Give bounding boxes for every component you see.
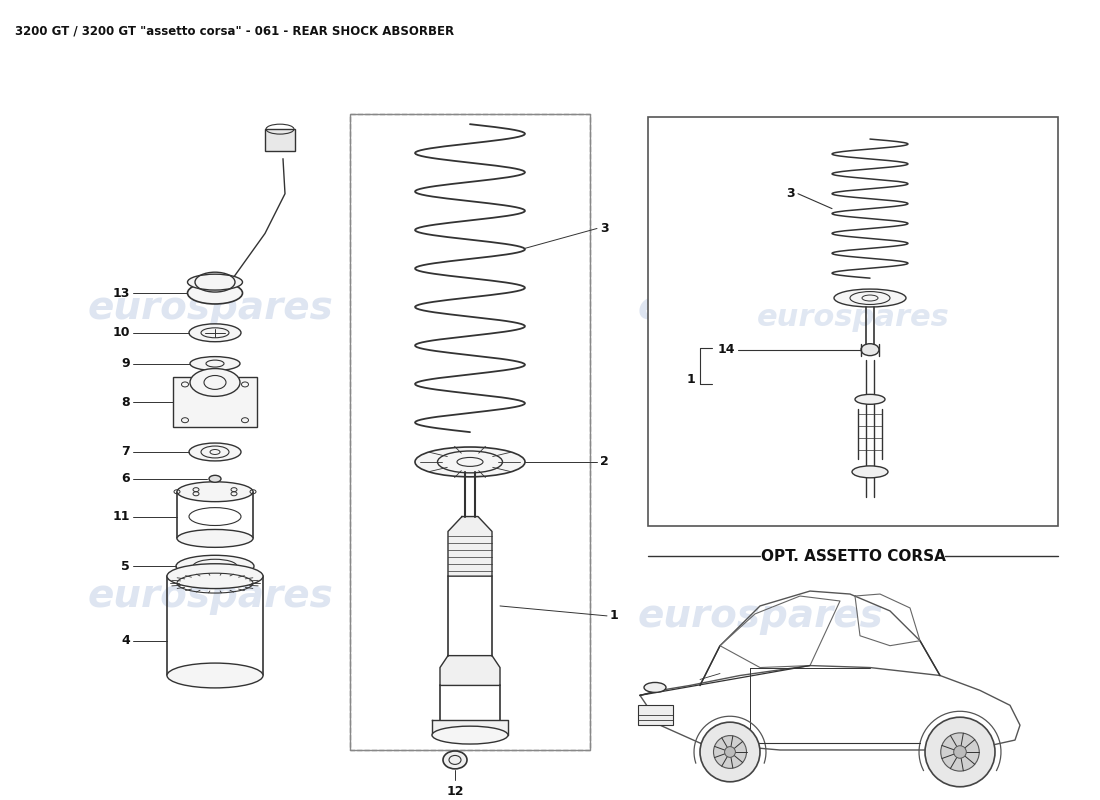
Text: eurospares: eurospares — [637, 597, 883, 635]
Text: 3: 3 — [600, 222, 608, 235]
Text: eurospares: eurospares — [757, 303, 949, 332]
Text: 2: 2 — [600, 455, 608, 469]
Circle shape — [940, 733, 979, 771]
Ellipse shape — [187, 274, 242, 290]
Ellipse shape — [167, 663, 263, 688]
Bar — [638, 706, 673, 725]
Ellipse shape — [644, 682, 666, 692]
Text: 1: 1 — [686, 373, 695, 386]
Text: 14: 14 — [717, 343, 735, 356]
Ellipse shape — [209, 475, 221, 482]
Bar — [350, 114, 590, 750]
Circle shape — [700, 722, 760, 782]
Text: 13: 13 — [112, 286, 130, 299]
Ellipse shape — [189, 443, 241, 461]
Polygon shape — [432, 720, 508, 735]
Ellipse shape — [177, 530, 253, 547]
Text: eurospares: eurospares — [87, 577, 333, 615]
Text: 3200 GT / 3200 GT "assetto corsa" - 061 - REAR SHOCK ABSORBER: 3200 GT / 3200 GT "assetto corsa" - 061 … — [15, 25, 454, 38]
Ellipse shape — [861, 344, 879, 356]
Bar — [173, 378, 257, 427]
Ellipse shape — [852, 466, 888, 478]
Ellipse shape — [443, 751, 468, 769]
Text: 6: 6 — [121, 472, 130, 486]
Circle shape — [954, 746, 966, 758]
Ellipse shape — [176, 555, 254, 577]
Ellipse shape — [190, 369, 240, 396]
Text: 3: 3 — [786, 187, 795, 200]
Text: 11: 11 — [112, 510, 130, 523]
Ellipse shape — [834, 289, 906, 307]
Bar — [265, 129, 295, 151]
Text: 7: 7 — [121, 446, 130, 458]
Ellipse shape — [190, 357, 240, 370]
Text: 8: 8 — [121, 396, 130, 409]
Text: 5: 5 — [121, 560, 130, 573]
Text: eurospares: eurospares — [637, 289, 883, 327]
Text: 9: 9 — [121, 357, 130, 370]
Bar — [648, 118, 1058, 526]
Ellipse shape — [189, 324, 241, 342]
Polygon shape — [440, 656, 500, 686]
Text: 12: 12 — [447, 785, 464, 798]
Ellipse shape — [187, 282, 242, 304]
Text: eurospares: eurospares — [87, 289, 333, 327]
Ellipse shape — [855, 394, 886, 404]
Text: 10: 10 — [112, 326, 130, 339]
Circle shape — [925, 718, 996, 786]
Ellipse shape — [432, 726, 508, 744]
Circle shape — [714, 735, 747, 768]
Ellipse shape — [415, 447, 525, 477]
Text: 1: 1 — [610, 610, 618, 622]
Bar — [350, 114, 590, 750]
Ellipse shape — [177, 482, 253, 502]
Text: 4: 4 — [121, 634, 130, 647]
Circle shape — [725, 746, 736, 758]
Polygon shape — [448, 517, 492, 576]
Ellipse shape — [167, 564, 263, 589]
Text: OPT. ASSETTO CORSA: OPT. ASSETTO CORSA — [760, 549, 945, 564]
